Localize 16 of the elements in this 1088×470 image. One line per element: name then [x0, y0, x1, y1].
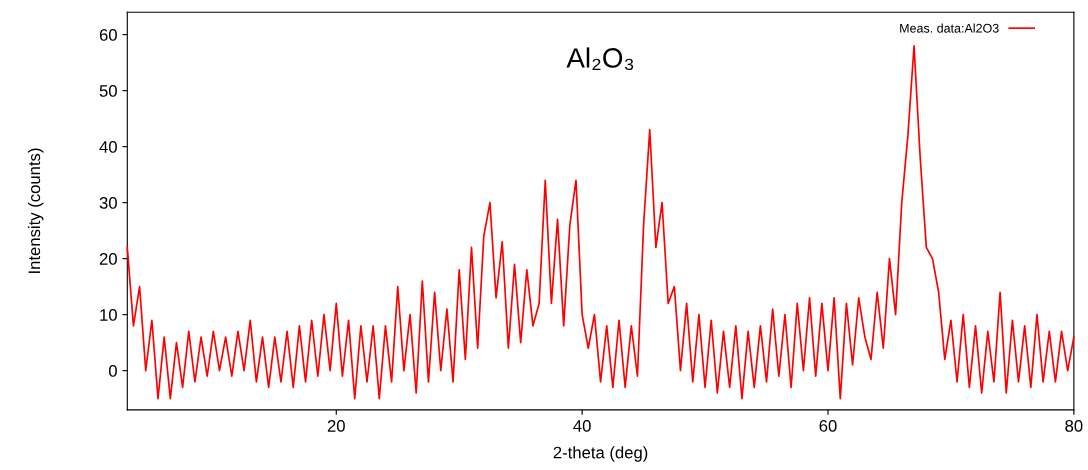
y-tick-label: 60	[99, 29, 117, 41]
legend-label: Meas. data:Al2O3	[900, 23, 999, 33]
y-tick-label: 0	[108, 365, 117, 377]
y-tick-label: 30	[99, 197, 117, 209]
y-tick-label: 10	[100, 309, 117, 321]
x-axis-title: 2-theta (deg)	[553, 446, 648, 462]
x-tick-label: 80	[1065, 420, 1083, 432]
y-tick-label: 50	[99, 85, 117, 97]
y-tick-label: 20	[99, 253, 117, 265]
x-tick-label: 20	[327, 420, 345, 432]
y-tick-label: 40	[99, 141, 117, 153]
text: Al₂O₃	[566, 47, 634, 71]
line-series	[126, 44, 1075, 400]
x-tick-label: 60	[819, 420, 837, 432]
x-tick-label: 40	[573, 420, 591, 432]
y-axis-title: Intensity (counts)	[27, 148, 44, 273]
